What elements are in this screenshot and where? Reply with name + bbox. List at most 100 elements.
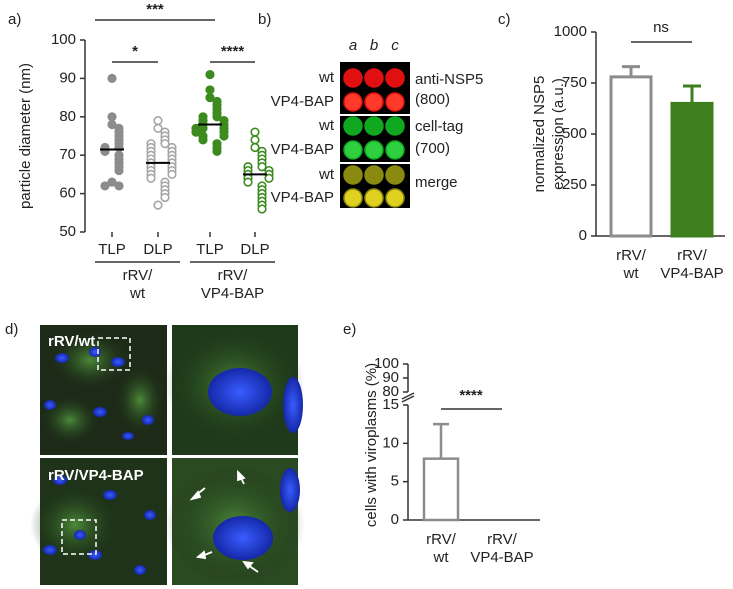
data-point bbox=[198, 135, 208, 145]
data-point bbox=[243, 177, 253, 187]
nucleus bbox=[88, 550, 102, 560]
y-tick-label: 15 bbox=[382, 396, 399, 413]
y-tick-label: 1000 bbox=[554, 23, 587, 40]
x-tick-label: rRV/ bbox=[677, 247, 708, 264]
error-bar bbox=[683, 84, 701, 104]
blot-spot bbox=[343, 92, 363, 112]
nucleus bbox=[283, 377, 303, 433]
nucleus bbox=[144, 510, 156, 520]
error-bar bbox=[433, 422, 449, 459]
nucleus bbox=[43, 545, 57, 555]
y-tick-label: 0 bbox=[579, 227, 587, 244]
column-label: b bbox=[370, 37, 378, 54]
panel-label: d) bbox=[5, 321, 18, 338]
zoom-box bbox=[61, 519, 97, 555]
significance-label: ns bbox=[653, 19, 669, 36]
y-tick-label: 5 bbox=[391, 473, 399, 490]
y-tick-label: 90 bbox=[59, 69, 76, 86]
cell bbox=[50, 330, 130, 390]
data-point bbox=[114, 165, 124, 176]
data-point bbox=[107, 73, 117, 83]
blot-spot bbox=[343, 188, 363, 208]
nucleus bbox=[53, 475, 67, 485]
x-tick-label: rRV/ bbox=[616, 247, 647, 264]
y-tick-label: 60 bbox=[59, 185, 76, 202]
x-tick-label: TLP bbox=[196, 241, 224, 258]
micrograph-label: rRV/wt bbox=[48, 333, 95, 350]
nucleus bbox=[134, 565, 146, 575]
cell bbox=[115, 365, 165, 435]
row-label: VP4-BAP bbox=[271, 93, 334, 110]
y-tick-label: 80 bbox=[59, 108, 76, 125]
blot-spot bbox=[385, 188, 405, 208]
y-axis-label: particle diameter (nm) bbox=[17, 63, 34, 209]
data-point bbox=[257, 162, 267, 172]
group-label: VP4-BAP bbox=[201, 285, 264, 302]
channel-label: cell-tag bbox=[415, 118, 463, 135]
channel-label: merge bbox=[415, 174, 458, 191]
row-label: wt bbox=[318, 117, 335, 134]
data-point bbox=[205, 92, 215, 103]
x-tick-label: DLP bbox=[143, 241, 172, 258]
significance-label: **** bbox=[221, 43, 245, 60]
nucleus bbox=[93, 407, 107, 417]
panel-label: c) bbox=[498, 11, 511, 28]
blot-spot bbox=[385, 116, 405, 136]
channel-label: anti-NSP5 bbox=[415, 71, 483, 88]
y-tick-label: 80 bbox=[382, 383, 399, 400]
error-bar bbox=[622, 65, 640, 77]
data-point bbox=[219, 131, 229, 141]
arrows bbox=[189, 469, 259, 573]
row-label: wt bbox=[318, 69, 335, 86]
data-point bbox=[257, 204, 267, 214]
y-axis-label: cells with viroplasms (%) bbox=[363, 363, 380, 527]
significance-label: **** bbox=[459, 387, 483, 404]
blot-spot bbox=[343, 116, 363, 136]
x-tick-label: rRV/ bbox=[487, 531, 518, 548]
blot-spot bbox=[364, 140, 384, 160]
nucleus bbox=[103, 490, 117, 500]
data-point bbox=[153, 200, 163, 210]
nucleus bbox=[122, 432, 134, 440]
group-label: rRV/ bbox=[123, 267, 154, 284]
group-label: wt bbox=[129, 285, 146, 302]
nucleus bbox=[44, 400, 56, 410]
y-tick-label: 90 bbox=[382, 369, 399, 386]
x-tick-label: wt bbox=[623, 265, 640, 282]
x-tick-label: TLP bbox=[98, 241, 126, 258]
y-axis-label: normalized NSP5 bbox=[531, 76, 548, 193]
data-point bbox=[107, 119, 117, 130]
data-point bbox=[146, 173, 156, 183]
data-point bbox=[107, 177, 117, 187]
data-point bbox=[205, 85, 215, 95]
blot-spot bbox=[364, 188, 384, 208]
data-point bbox=[191, 127, 201, 137]
nucleus bbox=[213, 516, 273, 560]
data-point bbox=[167, 169, 177, 179]
y-tick-label: 250 bbox=[562, 176, 587, 193]
data-point bbox=[153, 116, 163, 126]
bar bbox=[422, 457, 460, 522]
nucleus bbox=[208, 368, 272, 416]
zoom-box bbox=[97, 337, 131, 371]
data-point bbox=[107, 112, 117, 122]
significance-label: * bbox=[132, 43, 138, 60]
y-tick-label: 100 bbox=[374, 355, 399, 372]
panel-label: b) bbox=[258, 11, 271, 28]
data-point bbox=[160, 192, 170, 203]
cell bbox=[30, 485, 120, 565]
blot-spot bbox=[343, 68, 363, 88]
blot-spot bbox=[385, 68, 405, 88]
data-point bbox=[114, 181, 124, 191]
panel-label: a) bbox=[8, 11, 21, 28]
blot-spot bbox=[364, 116, 384, 136]
y-tick-label: 0 bbox=[391, 511, 399, 528]
data-point bbox=[205, 69, 215, 80]
y-tick-label: 10 bbox=[382, 434, 399, 451]
blot-spot bbox=[364, 92, 384, 112]
y-tick-label: 50 bbox=[59, 223, 76, 240]
axis-break bbox=[401, 395, 415, 403]
panel-label: e) bbox=[343, 321, 356, 338]
y-tick-label: 500 bbox=[562, 125, 587, 142]
